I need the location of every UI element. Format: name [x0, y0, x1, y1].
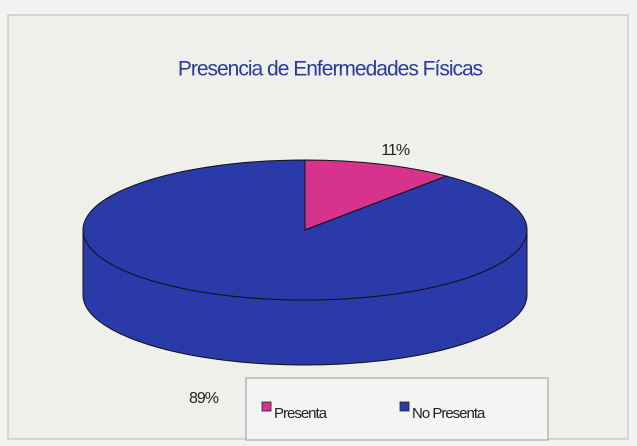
legend-label: No Presenta	[412, 405, 486, 422]
pie: 11% 89%	[82, 142, 528, 407]
legend-box	[245, 377, 549, 441]
legend-label: Presenta	[274, 405, 328, 422]
legend-swatch	[261, 401, 272, 412]
pie-slice	[304, 159, 449, 231]
pie-slice	[82, 159, 528, 301]
legend: Presenta No Presenta	[261, 401, 487, 422]
data-label: 89%	[189, 390, 219, 407]
legend-swatch	[399, 401, 410, 412]
chart-title: Presencia de Enfermedades Físicas	[178, 58, 483, 81]
data-label: 11%	[381, 142, 410, 159]
